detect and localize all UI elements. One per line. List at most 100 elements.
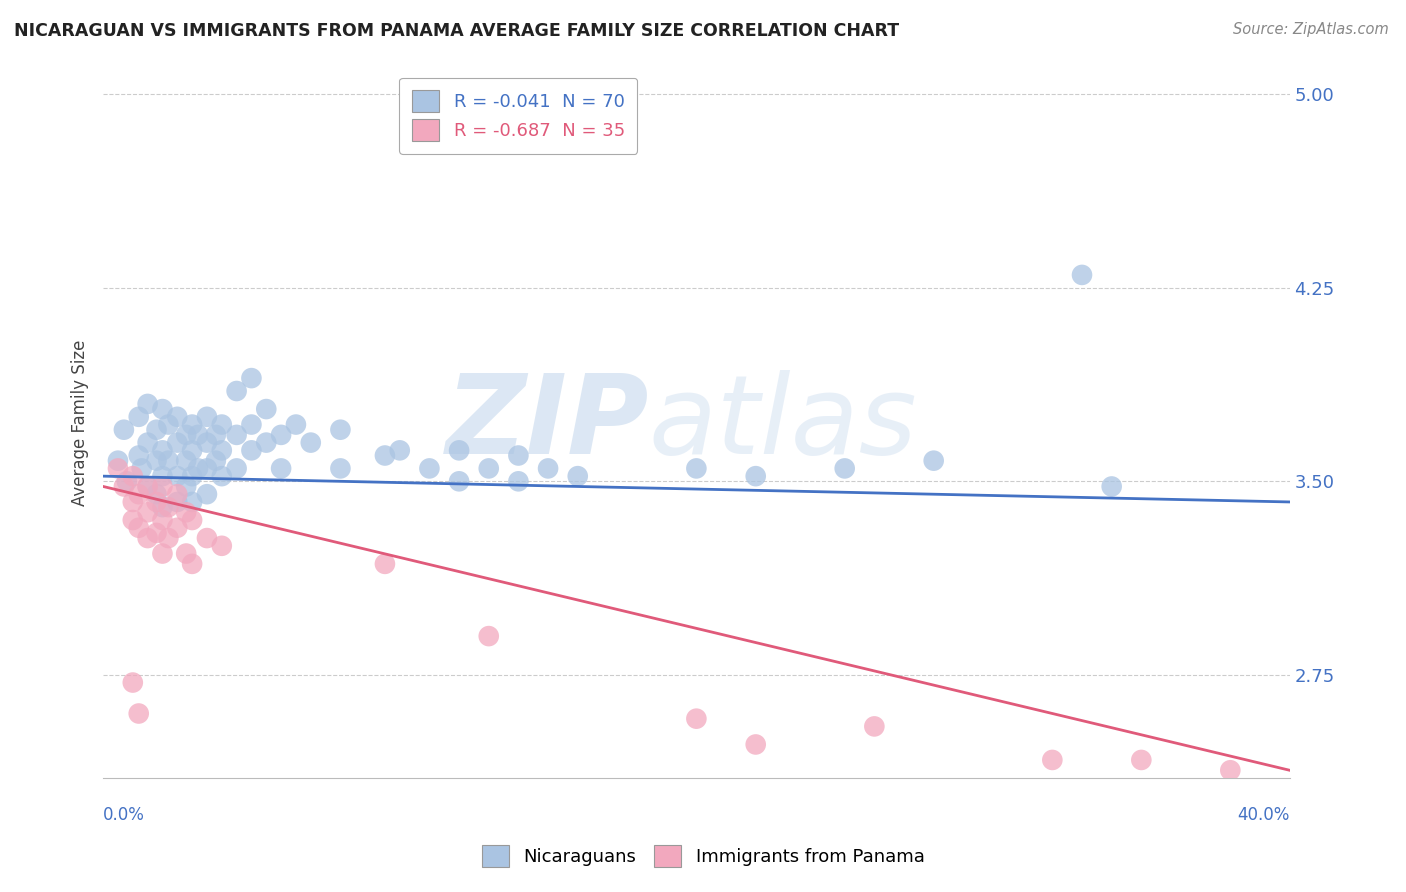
- Point: [157, 500, 180, 515]
- Point: [1101, 479, 1123, 493]
- Point: [166, 409, 188, 424]
- Point: [449, 443, 471, 458]
- Point: [685, 712, 707, 726]
- Legend: Nicaraguans, Immigrants from Panama: Nicaraguans, Immigrants from Panama: [474, 838, 932, 874]
- Point: [225, 384, 247, 398]
- Point: [136, 435, 159, 450]
- Point: [131, 461, 153, 475]
- Point: [329, 461, 352, 475]
- Point: [187, 428, 209, 442]
- Point: [834, 461, 856, 475]
- Point: [567, 469, 589, 483]
- Point: [128, 521, 150, 535]
- Point: [744, 738, 766, 752]
- Point: [299, 435, 322, 450]
- Text: ZIP: ZIP: [446, 370, 650, 476]
- Point: [254, 402, 277, 417]
- Y-axis label: Average Family Size: Average Family Size: [72, 340, 89, 507]
- Point: [112, 479, 135, 493]
- Point: [225, 428, 247, 442]
- Point: [270, 428, 292, 442]
- Point: [174, 547, 197, 561]
- Point: [166, 469, 188, 483]
- Point: [166, 521, 188, 535]
- Point: [685, 461, 707, 475]
- Point: [152, 513, 174, 527]
- Point: [121, 469, 143, 483]
- Point: [157, 453, 180, 467]
- Point: [152, 479, 174, 493]
- Point: [211, 469, 233, 483]
- Point: [195, 435, 218, 450]
- Point: [211, 539, 233, 553]
- Point: [181, 557, 204, 571]
- Point: [211, 443, 233, 458]
- Point: [1040, 753, 1063, 767]
- Point: [128, 449, 150, 463]
- Legend: R = -0.041  N = 70, R = -0.687  N = 35: R = -0.041 N = 70, R = -0.687 N = 35: [399, 78, 637, 154]
- Point: [329, 423, 352, 437]
- Point: [136, 397, 159, 411]
- Point: [166, 487, 188, 501]
- Point: [240, 371, 263, 385]
- Point: [508, 475, 530, 489]
- Point: [181, 443, 204, 458]
- Point: [136, 505, 159, 519]
- Point: [112, 423, 135, 437]
- Point: [157, 417, 180, 432]
- Point: [107, 461, 129, 475]
- Point: [128, 706, 150, 721]
- Point: [205, 428, 228, 442]
- Point: [136, 479, 159, 493]
- Text: Source: ZipAtlas.com: Source: ZipAtlas.com: [1233, 22, 1389, 37]
- Point: [181, 513, 204, 527]
- Point: [195, 461, 218, 475]
- Point: [157, 531, 180, 545]
- Point: [744, 469, 766, 483]
- Point: [478, 629, 501, 643]
- Point: [449, 475, 471, 489]
- Point: [195, 409, 218, 424]
- Point: [1071, 268, 1094, 282]
- Point: [145, 525, 167, 540]
- Point: [478, 461, 501, 475]
- Point: [174, 505, 197, 519]
- Point: [107, 453, 129, 467]
- Point: [152, 443, 174, 458]
- Point: [922, 453, 945, 467]
- Point: [205, 453, 228, 467]
- Point: [121, 513, 143, 527]
- Point: [128, 409, 150, 424]
- Point: [270, 461, 292, 475]
- Point: [211, 417, 233, 432]
- Point: [863, 719, 886, 733]
- Point: [166, 435, 188, 450]
- Point: [195, 531, 218, 545]
- Point: [152, 500, 174, 515]
- Point: [418, 461, 440, 475]
- Point: [254, 435, 277, 450]
- Point: [121, 675, 143, 690]
- Point: [181, 495, 204, 509]
- Point: [152, 469, 174, 483]
- Text: NICARAGUAN VS IMMIGRANTS FROM PANAMA AVERAGE FAMILY SIZE CORRELATION CHART: NICARAGUAN VS IMMIGRANTS FROM PANAMA AVE…: [14, 22, 900, 40]
- Point: [166, 495, 188, 509]
- Point: [225, 461, 247, 475]
- Point: [1219, 764, 1241, 778]
- Point: [136, 531, 159, 545]
- Point: [240, 417, 263, 432]
- Point: [145, 495, 167, 509]
- Point: [115, 475, 138, 489]
- Point: [145, 487, 167, 501]
- Point: [1130, 753, 1153, 767]
- Text: 40.0%: 40.0%: [1237, 806, 1289, 824]
- Point: [240, 443, 263, 458]
- Point: [174, 479, 197, 493]
- Point: [537, 461, 560, 475]
- Point: [152, 402, 174, 417]
- Point: [121, 495, 143, 509]
- Point: [388, 443, 411, 458]
- Text: 0.0%: 0.0%: [103, 806, 145, 824]
- Point: [152, 547, 174, 561]
- Point: [128, 487, 150, 501]
